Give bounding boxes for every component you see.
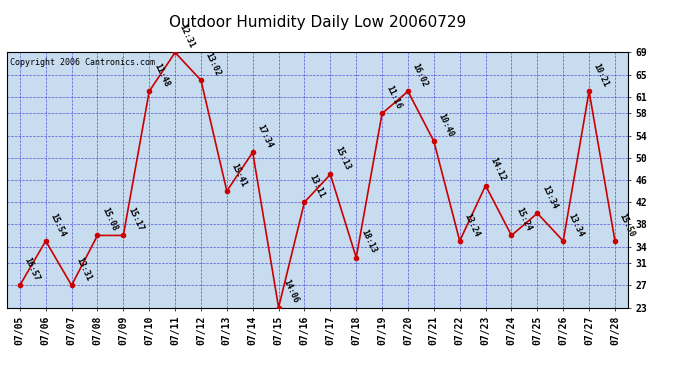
Text: Copyright 2006 Cantronics.com: Copyright 2006 Cantronics.com bbox=[10, 58, 155, 67]
Text: 13:02: 13:02 bbox=[204, 51, 222, 78]
Text: 15:13: 15:13 bbox=[333, 145, 352, 172]
Text: 15:41: 15:41 bbox=[230, 162, 248, 188]
Text: 15:24: 15:24 bbox=[514, 206, 533, 232]
Text: 13:34: 13:34 bbox=[566, 212, 584, 238]
Text: 13:11: 13:11 bbox=[307, 173, 326, 200]
Text: 14:06: 14:06 bbox=[282, 278, 300, 305]
Text: 13:31: 13:31 bbox=[75, 256, 93, 282]
Text: 12:31: 12:31 bbox=[178, 23, 197, 50]
Text: 15:08: 15:08 bbox=[100, 206, 119, 232]
Text: 15:50: 15:50 bbox=[618, 212, 636, 238]
Text: 13:24: 13:24 bbox=[462, 212, 481, 238]
Text: 14:12: 14:12 bbox=[489, 156, 507, 183]
Text: Outdoor Humidity Daily Low 20060729: Outdoor Humidity Daily Low 20060729 bbox=[169, 15, 466, 30]
Text: 13:34: 13:34 bbox=[540, 184, 559, 210]
Text: 18:13: 18:13 bbox=[359, 228, 377, 255]
Text: 10:21: 10:21 bbox=[592, 62, 611, 88]
Text: 15:17: 15:17 bbox=[126, 206, 145, 232]
Text: 11:48: 11:48 bbox=[152, 62, 170, 88]
Text: 10:40: 10:40 bbox=[437, 112, 455, 138]
Text: 17:34: 17:34 bbox=[255, 123, 274, 150]
Text: 15:54: 15:54 bbox=[48, 212, 67, 238]
Text: 16:57: 16:57 bbox=[23, 256, 41, 282]
Text: 11:16: 11:16 bbox=[385, 84, 404, 111]
Text: 16:02: 16:02 bbox=[411, 62, 429, 88]
